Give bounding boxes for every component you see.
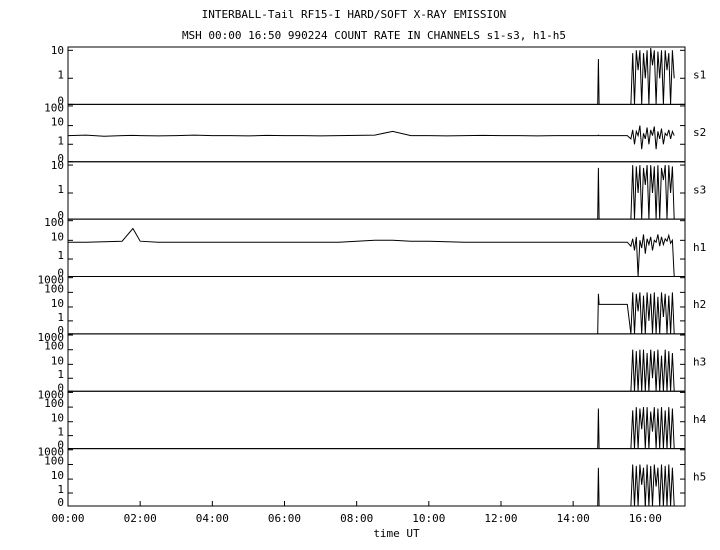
y-tick-label: 10 [51,297,64,310]
y-tick-label: 0 [57,324,64,337]
y-tick-label: 100 [44,216,64,229]
y-tick-label: 0 [57,94,64,107]
y-tick-label: 10 [51,159,64,172]
x-tick-label: 00:00 [51,512,84,525]
y-tick-label: 10 [51,230,64,243]
y-tick-label: 1000 [38,446,65,459]
y-tick-label: 0 [57,209,64,222]
x-tick-label: 02:00 [124,512,157,525]
y-tick-label: 10 [51,469,64,482]
y-tick-label: 1000 [38,331,65,344]
y-tick-label: 0 [57,267,64,280]
y-tick-label: 10 [51,354,64,367]
y-tick-label: 10 [51,44,64,57]
y-tick-label: 100 [44,101,64,114]
y-tick-label: 1 [57,311,64,324]
y-tick-label: 10 [51,116,64,129]
y-tick-label: 0 [57,439,64,452]
y-tick-label: 100 [44,397,64,410]
x-tick-label: 06:00 [268,512,301,525]
y-tick-label: 1 [57,68,64,81]
chart-subtitle: MSH 00:00 16:50 990224 COUNT RATE IN CHA… [182,29,566,42]
y-tick-label: 1000 [38,274,65,287]
y-tick-label: 0 [57,152,64,165]
y-tick-label: 10 [51,412,64,425]
y-tick-label: 1000 [38,388,65,401]
chart-title: INTERBALL-Tail RF15-I HARD/SOFT X-RAY EM… [202,8,507,21]
x-axis-label: time UT [373,527,420,540]
series-label: h4 [693,413,707,426]
y-tick-label: 1 [57,426,64,439]
data-line [597,47,675,105]
y-tick-label: 100 [44,340,64,353]
panel-frame [67,448,686,507]
y-tick-label: 0 [57,496,64,509]
data-line [597,292,675,334]
series-label: h5 [693,470,706,483]
series-label: s2 [693,126,706,139]
series-label: h3 [693,356,706,369]
y-tick-label: 1 [57,249,64,262]
y-tick-label: 1 [57,368,64,381]
y-tick-label: 0 [57,381,64,394]
x-tick-label: 08:00 [340,512,373,525]
x-tick-label: 16:00 [629,512,662,525]
y-tick-label: 100 [44,282,64,295]
series-label: s1 [693,69,706,82]
x-tick-label: 04:00 [196,512,229,525]
y-tick-label: 1 [57,134,64,147]
series-label: h2 [693,298,706,311]
series-label: h1 [693,241,706,254]
x-tick-label: 14:00 [557,512,590,525]
data-line [67,125,675,150]
x-tick-label: 10:00 [412,512,445,525]
series-label: s3 [693,183,706,196]
y-tick-label: 1 [57,483,64,496]
x-tick-label: 12:00 [484,512,517,525]
y-tick-label: 1 [57,183,64,196]
data-line [68,227,675,277]
y-tick-label: 100 [44,454,64,467]
